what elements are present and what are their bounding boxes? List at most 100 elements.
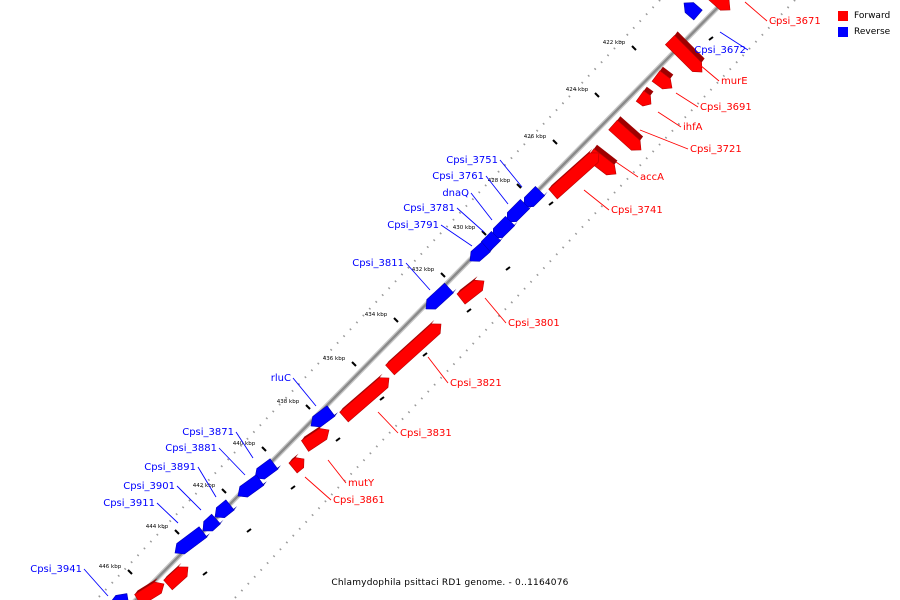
scale-dotted-line-left	[95, 0, 661, 600]
forward-gene-label: ihfA	[657, 111, 703, 133]
tick-label: 430 kbp	[453, 225, 476, 231]
reverse-gene-arrow[interactable]	[506, 198, 533, 223]
legend-reverse: Reverse	[838, 24, 890, 39]
genome-caption: Chlamydophila psittaci RD1 genome. - 0..…	[331, 578, 569, 588]
scale-tick: 424 kbp	[566, 87, 600, 98]
tick-label: 444 kbp	[146, 524, 169, 530]
svg-text:Cpsi_3741: Cpsi_3741	[611, 205, 663, 216]
svg-text:Cpsi_3781: Cpsi_3781	[403, 203, 455, 214]
tick-label: 436 kbp	[323, 356, 346, 362]
reverse-gene-label: Cpsi_3791	[387, 220, 473, 247]
tick-label: 446 kbp	[99, 564, 122, 570]
reverse-gene-arrow[interactable]	[469, 241, 494, 262]
svg-text:dnaQ: dnaQ	[442, 188, 469, 199]
svg-text:Cpsi_3821: Cpsi_3821	[450, 378, 502, 389]
reverse-gene-label: Cpsi_3871	[182, 427, 254, 459]
legend: Forward Reverse	[838, 8, 890, 40]
forward-gene-arrow[interactable]	[651, 66, 674, 90]
forward-gene-arrow[interactable]	[708, 0, 732, 11]
forward-gene-arrow[interactable]	[163, 562, 189, 591]
forward-gene-arrow[interactable]	[300, 424, 330, 452]
svg-text:accA: accA	[640, 172, 664, 183]
svg-text:Cpsi_3881: Cpsi_3881	[165, 443, 217, 454]
svg-text:Cpsi_3871: Cpsi_3871	[182, 427, 234, 438]
forward-gene-label: Cpsi_3821	[427, 356, 502, 389]
tick-label: 422 kbp	[603, 40, 626, 46]
forward-swatch	[838, 10, 848, 21]
scale-tick-minor	[290, 485, 296, 490]
reverse-gene-label: Cpsi_3761	[432, 171, 509, 205]
scale-tick: 428 kbp	[488, 178, 522, 189]
svg-text:Cpsi_3901: Cpsi_3901	[123, 481, 175, 492]
reverse-gene-arrow[interactable]	[523, 185, 548, 208]
reverse-gene-arrow[interactable]	[310, 405, 338, 428]
svg-text:Cpsi_3831: Cpsi_3831	[400, 428, 452, 439]
forward-gene-label: Cpsi_3671	[744, 1, 821, 27]
svg-text:Cpsi_3941: Cpsi_3941	[30, 564, 82, 575]
forward-gene-label: accA	[615, 161, 664, 183]
svg-text:ihfA: ihfA	[683, 122, 703, 133]
svg-text:Cpsi_3691: Cpsi_3691	[700, 102, 752, 113]
reverse-gene-arrow[interactable]	[110, 593, 132, 600]
reverse-gene-label: Cpsi_3891	[144, 462, 217, 498]
svg-text:Cpsi_3751: Cpsi_3751	[446, 155, 498, 166]
scale-tick: 430 kbp	[453, 225, 487, 236]
forward-gene-label: Cpsi_3741	[583, 189, 663, 216]
tick-label: 426 kbp	[524, 134, 547, 140]
reverse-gene-arrow[interactable]	[237, 474, 267, 498]
reverse-gene-arrow[interactable]	[683, 2, 703, 21]
scale-tick-minor	[335, 437, 341, 442]
scale-tick: 440 kbp	[233, 441, 267, 452]
forward-gene-label: Cpsi_3721	[639, 129, 742, 155]
reverse-gene-arrow[interactable]	[214, 499, 238, 519]
forward-gene-label: Cpsi_3831	[377, 411, 452, 439]
scale-tick: 444 kbp	[146, 524, 180, 535]
svg-text:Cpsi_3761: Cpsi_3761	[432, 171, 484, 182]
scale-tick: 438 kbp	[277, 399, 311, 410]
svg-text:murE: murE	[721, 76, 748, 87]
reverse-gene-arrow[interactable]	[425, 282, 457, 310]
forward-gene-arrow[interactable]	[339, 373, 390, 423]
svg-text:Cpsi_3671: Cpsi_3671	[769, 16, 821, 27]
svg-text:Cpsi_3801: Cpsi_3801	[508, 318, 560, 329]
scale-tick-minor	[202, 571, 208, 576]
scale-tick-minor	[422, 352, 428, 357]
reverse-gene-label: Cpsi_3901	[123, 481, 202, 511]
reverse-gene-arrow[interactable]	[202, 513, 224, 532]
reverse-gene-label: rluC	[271, 373, 317, 407]
forward-gene-arrow[interactable]	[385, 319, 442, 376]
forward-gene-arrow[interactable]	[548, 148, 600, 200]
tick-label: 432 kbp	[412, 267, 435, 273]
forward-gene-label: Cpsi_3861	[304, 476, 385, 506]
forward-gene-arrow[interactable]	[288, 453, 305, 474]
forward-gene-label: mutY	[327, 459, 375, 489]
reverse-gene-arrow[interactable]	[174, 526, 210, 555]
tick-label: 434 kbp	[365, 312, 388, 318]
forward-gene-arrow[interactable]	[608, 116, 644, 151]
reverse-gene-arrow[interactable]	[254, 458, 281, 480]
svg-text:Cpsi_3672: Cpsi_3672	[694, 45, 746, 56]
legend-forward: Forward	[838, 8, 890, 23]
scale-tick: 422 kbp	[603, 40, 637, 51]
reverse-gene-label: Cpsi_3672	[694, 31, 749, 56]
forward-gene-arrow[interactable]	[456, 276, 485, 305]
forward-gene-arrow[interactable]	[664, 31, 705, 73]
reverse-gene-label: Cpsi_3881	[165, 443, 246, 476]
forward-gene-arrow[interactable]	[635, 86, 654, 107]
reverse-swatch	[838, 26, 848, 37]
tick-label: 424 kbp	[566, 87, 589, 93]
svg-text:Cpsi_3861: Cpsi_3861	[333, 495, 385, 506]
tick-label: 442 kbp	[193, 483, 216, 489]
svg-text:Cpsi_3911: Cpsi_3911	[103, 498, 155, 509]
reverse-gene-label: Cpsi_3781	[403, 203, 485, 233]
forward-gene-label: Cpsi_3691	[675, 92, 752, 113]
legend-reverse-label: Reverse	[854, 26, 891, 37]
scale-tick: 434 kbp	[365, 312, 399, 323]
svg-text:Cpsi_3891: Cpsi_3891	[144, 462, 196, 473]
scale-dotted-line-right	[232, 0, 796, 600]
reverse-gene-label: Cpsi_3751	[446, 155, 523, 188]
scale-tick-minor	[379, 396, 385, 401]
forward-gene-arrow[interactable]	[134, 578, 165, 600]
scale-tick: 446 kbp	[99, 564, 133, 575]
